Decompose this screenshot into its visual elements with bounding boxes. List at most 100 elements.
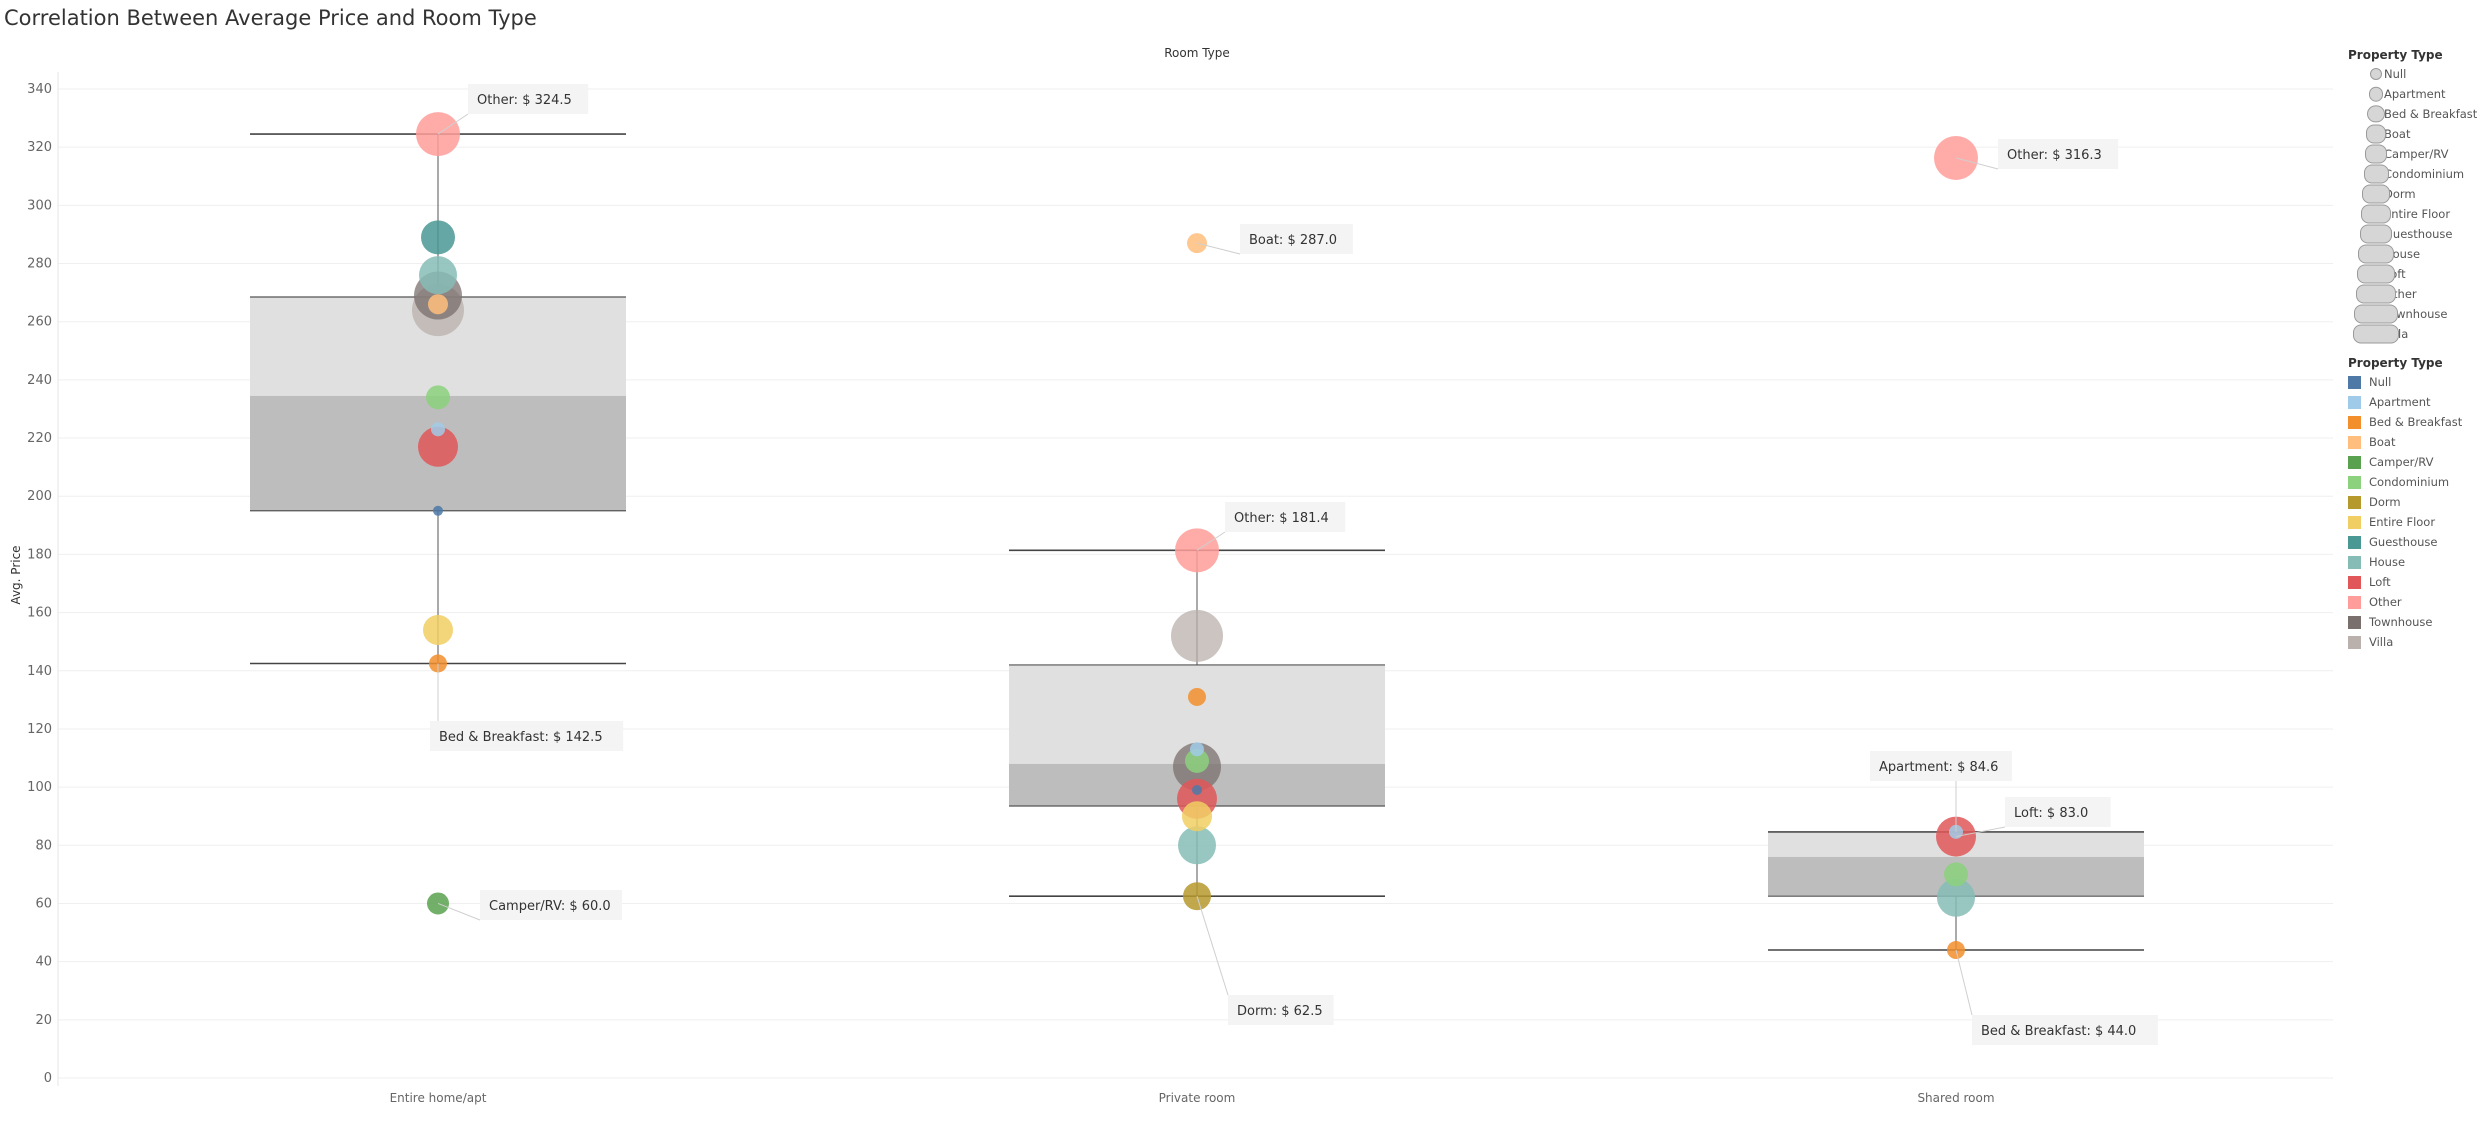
callout-box xyxy=(480,890,623,920)
data-label: Other: $ 181.4 xyxy=(1234,511,1329,526)
color-legend-item: Bed & Breakfast xyxy=(2348,412,2484,432)
y-tick-label: 200 xyxy=(27,489,52,504)
color-legend-label: House xyxy=(2369,555,2406,569)
callout-leader xyxy=(1955,157,1999,170)
callout-box xyxy=(1998,139,2119,169)
color-swatch xyxy=(2348,515,2361,529)
color-swatch xyxy=(2348,395,2361,409)
size-swatch xyxy=(2348,104,2398,124)
data-label: Loft: $ 83.0 xyxy=(2014,806,2088,821)
color-swatch xyxy=(2348,435,2361,449)
data-label: Bed & Breakfast: $ 142.5 xyxy=(439,730,603,745)
color-legend-label: Dorm xyxy=(2369,495,2401,509)
size-legend-item: Guesthouse xyxy=(2348,224,2484,244)
color-legend-item: Dorm xyxy=(2348,492,2484,512)
y-tick-label: 260 xyxy=(27,315,52,330)
size-legend-label: Entire Floor xyxy=(2384,207,2451,221)
size-legend-item: House xyxy=(2348,244,2484,264)
column-header: Room Type xyxy=(1164,46,1230,60)
size-swatch xyxy=(2348,84,2398,104)
data-label: Boat: $ 287.0 xyxy=(1249,233,1337,248)
legend-panel: Property Type Null Apartment Bed & Breakfa… xyxy=(2348,46,2484,652)
callout-leader xyxy=(1196,531,1226,551)
y-tick-label: 160 xyxy=(27,606,52,621)
y-tick-label: 20 xyxy=(35,1013,52,1028)
callout-leader xyxy=(437,113,469,135)
size-legend-label: Apartment xyxy=(2384,87,2446,101)
color-swatch xyxy=(2348,455,2361,469)
color-legend-label: Bed & Breakfast xyxy=(2369,415,2463,429)
color-legend-label: Villa xyxy=(2369,635,2394,649)
y-tick-label: 320 xyxy=(27,140,52,155)
size-swatch xyxy=(2348,304,2398,324)
y-tick-label: 100 xyxy=(27,780,52,795)
color-swatch xyxy=(2348,575,2361,589)
color-swatch xyxy=(2348,635,2361,649)
size-legend-item: Dorm xyxy=(2348,184,2484,204)
color-swatch xyxy=(2348,415,2361,429)
color-swatch xyxy=(2348,535,2361,549)
size-legend-title: Property Type xyxy=(2348,48,2443,62)
color-legend-item: Camper/RV xyxy=(2348,452,2484,472)
data-point xyxy=(418,426,458,467)
y-axis-title: Avg. Price xyxy=(9,545,23,604)
size-legend-label: Townhouse xyxy=(2384,307,2448,321)
size-legend-label: Bed & Breakfast xyxy=(2384,107,2478,121)
data-point xyxy=(1182,801,1212,832)
data-point xyxy=(1944,862,1968,887)
size-legend-label: Guesthouse xyxy=(2384,227,2453,241)
color-legend-label: Entire Floor xyxy=(2369,515,2436,529)
size-swatch xyxy=(2348,124,2398,144)
data-label: Other: $ 324.5 xyxy=(477,93,572,108)
size-legend-label: Boat xyxy=(2384,127,2411,141)
size-legend-label: Dorm xyxy=(2384,187,2416,201)
color-legend-label: Condominium xyxy=(2369,475,2450,489)
data-point xyxy=(1171,609,1223,662)
color-legend-item: House xyxy=(2348,552,2484,572)
y-tick-label: 280 xyxy=(27,257,52,272)
color-swatch xyxy=(2348,375,2361,389)
data-label: Other: $ 316.3 xyxy=(2007,148,2102,163)
data-label: Apartment: $ 84.6 xyxy=(1879,760,1998,775)
x-category-label: Private room xyxy=(1159,1091,1236,1105)
color-legend-item: Guesthouse xyxy=(2348,532,2484,552)
callout-box xyxy=(430,721,624,751)
color-legend-label: Loft xyxy=(2369,575,2391,589)
callout-leader xyxy=(1955,949,1973,1016)
size-swatch xyxy=(2348,244,2398,264)
size-legend-item: Other xyxy=(2348,284,2484,304)
data-point xyxy=(421,220,455,255)
color-legend-item: Null xyxy=(2348,372,2484,392)
callout-leader xyxy=(1955,826,2006,838)
data-point xyxy=(431,422,445,437)
callout-box xyxy=(1228,995,1334,1025)
data-point xyxy=(1188,687,1206,706)
size-legend-item: Townhouse xyxy=(2348,304,2484,324)
color-legend-label: Camper/RV xyxy=(2369,455,2434,469)
color-legend-item: Condominium xyxy=(2348,472,2484,492)
color-legend-item: Townhouse xyxy=(2348,612,2484,632)
color-legend: Null Apartment Bed & Breakfast Boat Camper/R… xyxy=(2348,372,2484,652)
y-tick-label: 80 xyxy=(35,838,52,853)
size-legend-item: Villa xyxy=(2348,324,2484,344)
y-tick-label: 340 xyxy=(27,82,52,97)
x-category-label: Shared room xyxy=(1917,1091,1994,1105)
y-tick-label: 140 xyxy=(27,664,52,679)
x-category-label: Entire home/apt xyxy=(390,1091,487,1105)
chart-title: Correlation Between Average Price and Ro… xyxy=(4,6,537,30)
size-swatch xyxy=(2348,324,2399,344)
data-point xyxy=(1185,748,1209,773)
size-legend-label: Null xyxy=(2384,67,2407,81)
data-point xyxy=(426,385,450,410)
color-legend-label: Guesthouse xyxy=(2369,535,2438,549)
y-tick-label: 120 xyxy=(27,722,52,737)
callout-leader xyxy=(437,903,481,921)
color-legend-label: Other xyxy=(2369,595,2402,609)
size-legend: Null Apartment Bed & Breakfast Boat Camper/R… xyxy=(2348,64,2484,344)
y-tick-label: 180 xyxy=(27,547,52,562)
size-swatch xyxy=(2348,264,2398,284)
data-point xyxy=(433,505,443,516)
y-tick-label: 240 xyxy=(27,373,52,388)
data-point xyxy=(1937,878,1975,917)
